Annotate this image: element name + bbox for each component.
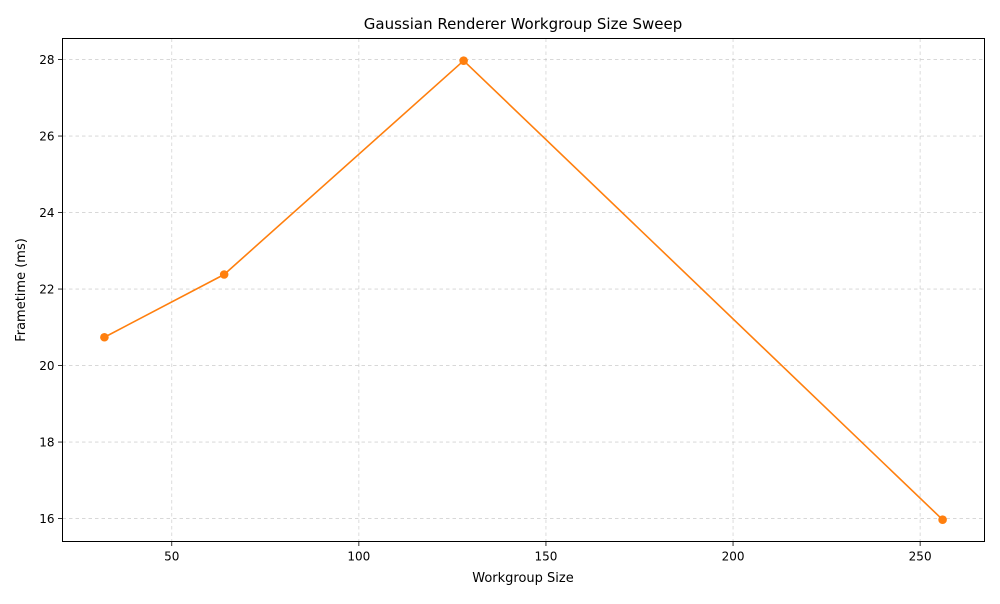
y-tick-label: 18 [39, 435, 54, 449]
data-point [100, 332, 109, 342]
y-axis-label: Frametime (ms) [14, 238, 29, 342]
y-tick-label: 26 [39, 129, 54, 143]
plot-frame [62, 38, 985, 542]
x-tick-label: 50 [164, 550, 179, 564]
data-point [938, 515, 947, 524]
x-tick-label: 250 [909, 550, 932, 564]
x-tick-label: 100 [347, 550, 370, 564]
x-tick-label: 200 [722, 550, 745, 564]
data-point [459, 56, 468, 65]
data-point [219, 270, 229, 279]
x-tick-label: 150 [534, 550, 557, 564]
x-axis-label: Workgroup Size [472, 571, 574, 586]
axes [62, 38, 985, 542]
y-tick-label: 22 [39, 282, 54, 296]
gridlines [62, 38, 985, 542]
y-tick-label: 24 [39, 206, 54, 220]
x-ticks: 50 100 150 200 250 [164, 541, 932, 564]
y-tick-label: 20 [39, 359, 54, 373]
series-line [104, 59, 944, 521]
y-ticks: 16 18 20 22 24 26 28 [39, 53, 63, 526]
chart-title: Gaussian Renderer Workgroup Size Sweep [364, 15, 682, 33]
series-layer [100, 56, 947, 524]
y-tick-label: 28 [39, 53, 54, 67]
y-tick-label: 16 [39, 512, 54, 526]
